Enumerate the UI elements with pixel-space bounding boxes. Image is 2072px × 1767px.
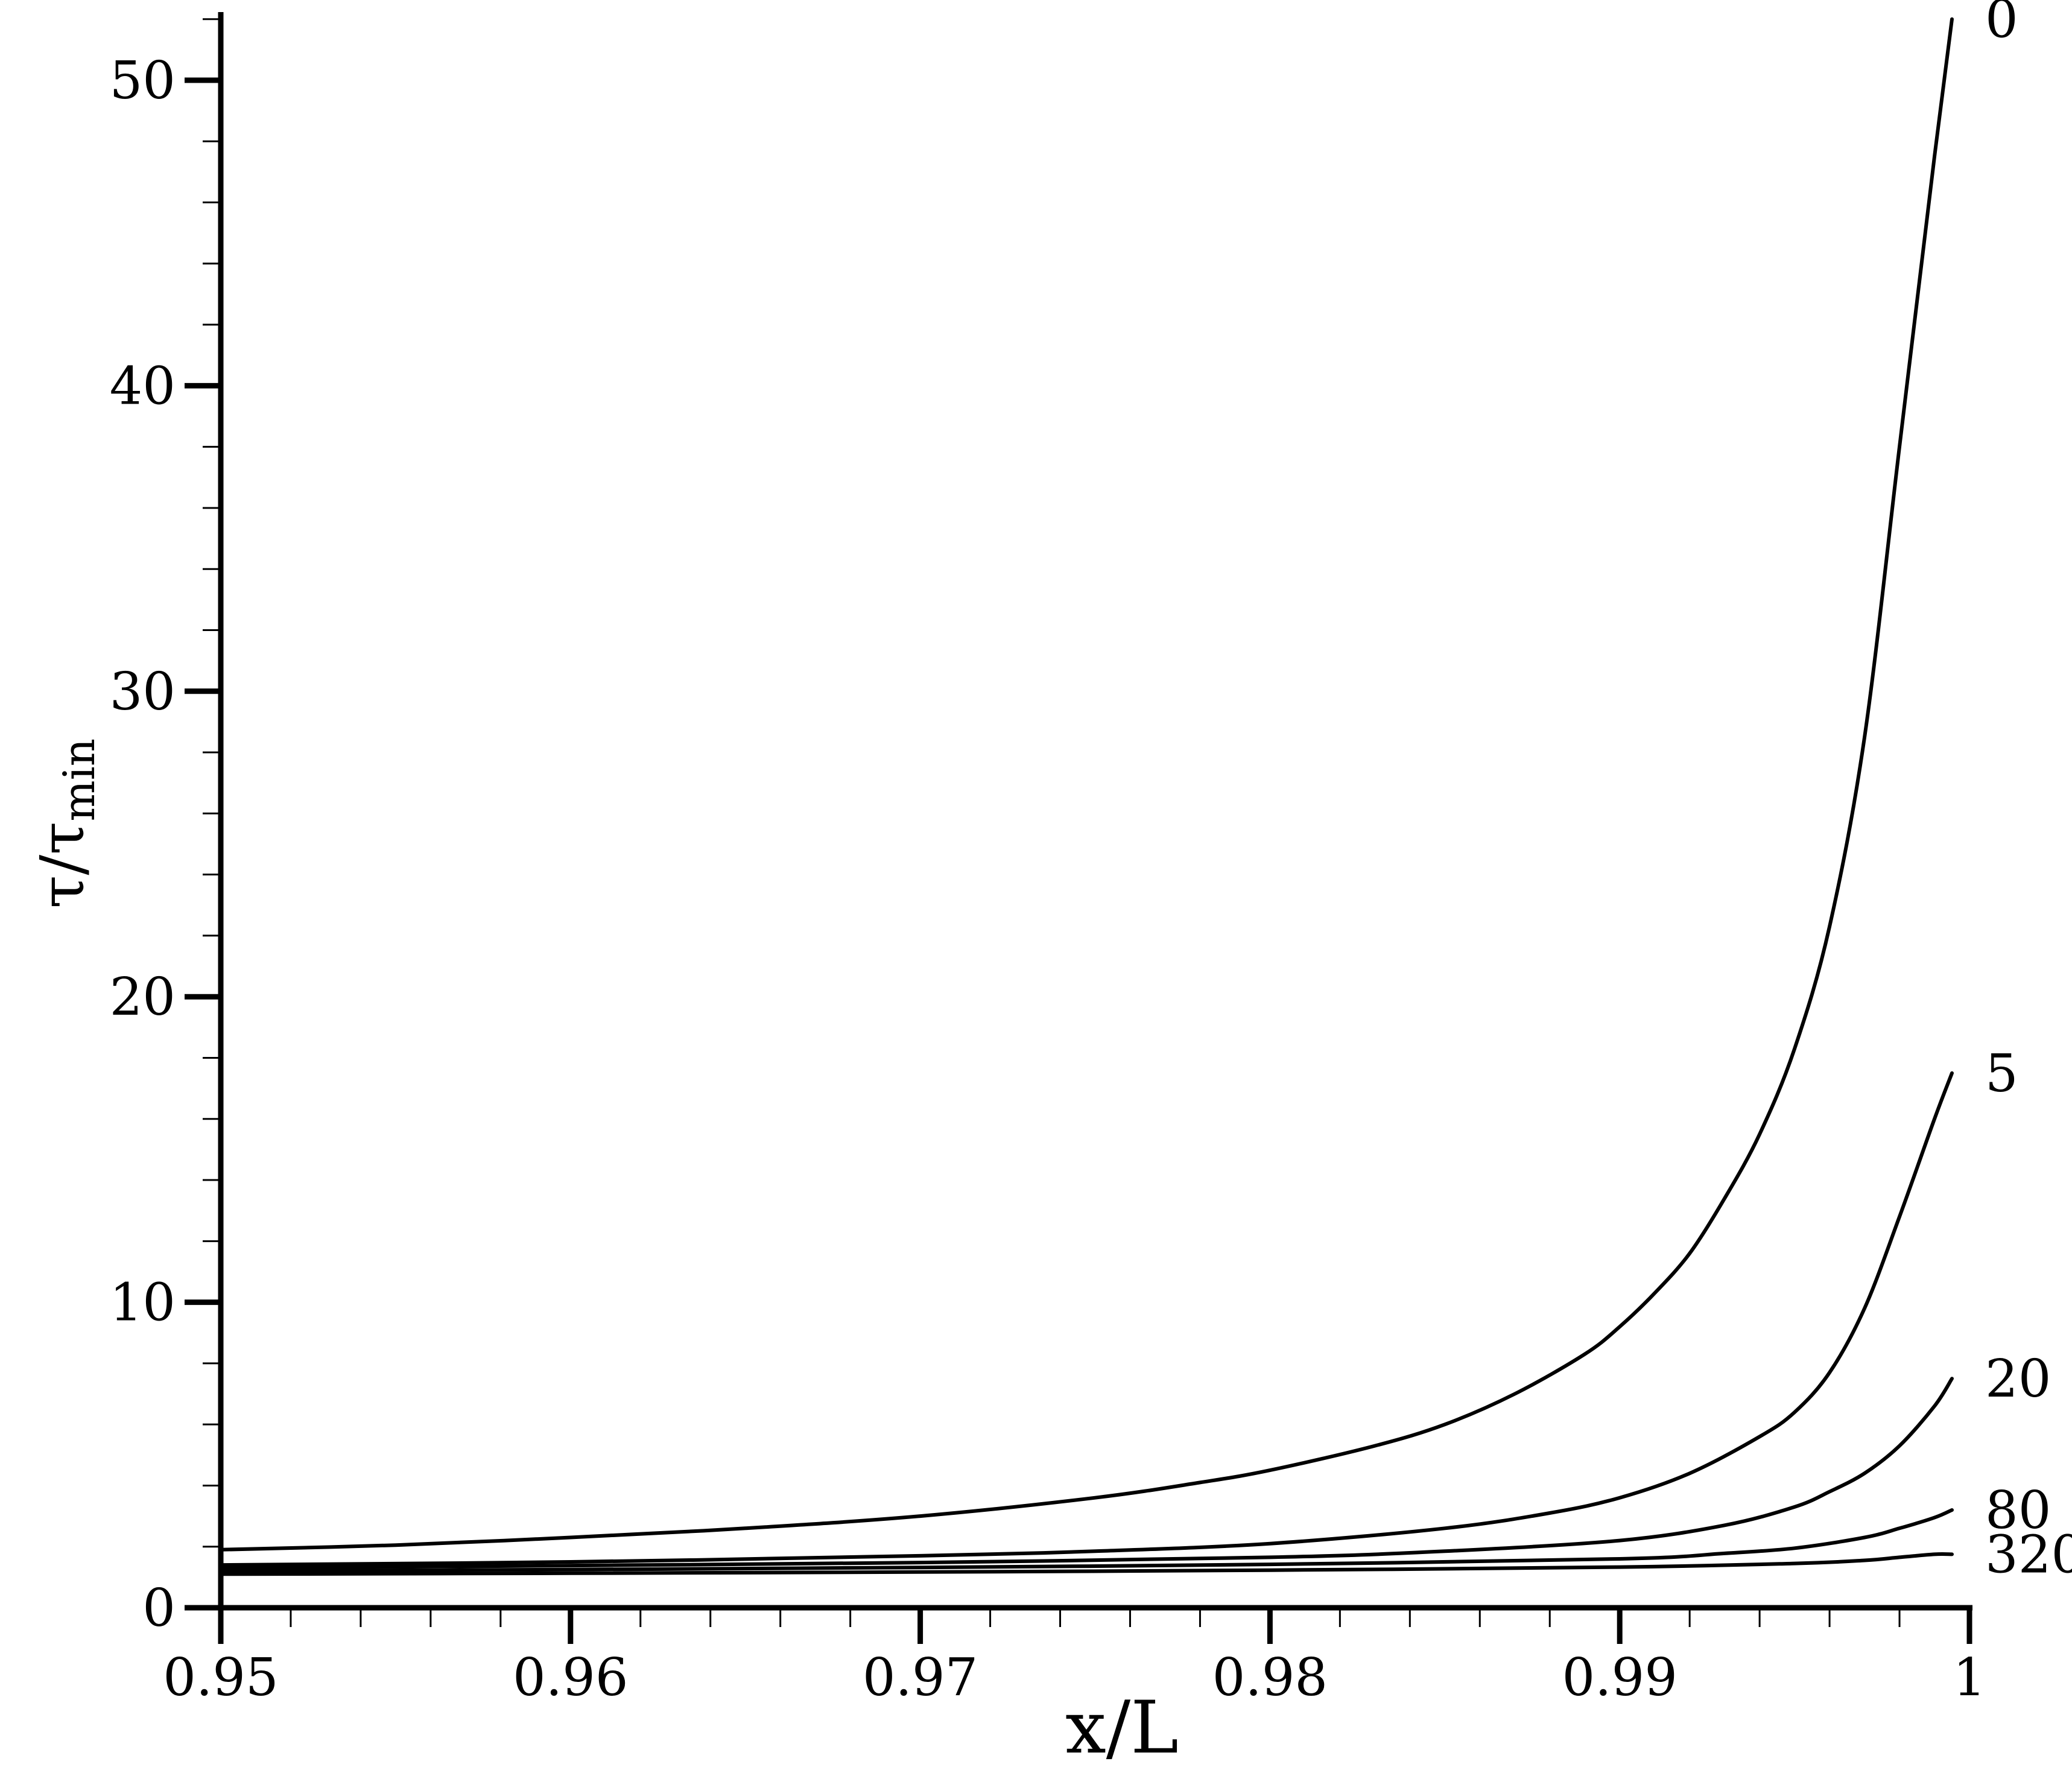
x-tick-label: 0.98 <box>1212 1648 1328 1708</box>
x-tick-label: 1 <box>1953 1648 1986 1708</box>
series-label-320: 320 <box>1985 1524 2072 1585</box>
y-tick-label: 0 <box>142 1578 176 1639</box>
series-label-20: 20 <box>1985 1349 2051 1409</box>
y-axis-title-main: τ/τ <box>27 822 98 909</box>
y-tick-label: 30 <box>110 662 176 722</box>
y-tick-label: 50 <box>110 51 176 111</box>
tick-labels: 0 10 20 30 40 50 0.95 0.96 0.97 0.98 0.99 1 <box>110 51 1986 1708</box>
x-tick-label: 0.99 <box>1562 1648 1677 1708</box>
y-tick-label: 40 <box>110 356 176 416</box>
y-tick-label: 10 <box>110 1273 176 1333</box>
x-axis-title: x/L <box>1065 1686 1179 1767</box>
series-line-20 <box>219 1377 1954 1570</box>
series-lines <box>219 17 1954 1576</box>
y-axis-title-sub: min <box>54 738 104 822</box>
series-line-80 <box>219 1508 1954 1573</box>
series-line-320 <box>219 1552 1954 1576</box>
series-label-80: 80 <box>1985 1480 2051 1541</box>
x-tick-label: 0.95 <box>163 1648 278 1708</box>
major-ticks <box>185 77 1972 1644</box>
series-label-5: 5 <box>1985 1044 2018 1104</box>
y-tick-label: 20 <box>110 967 176 1027</box>
series-label-0: 0 <box>1985 0 2018 50</box>
x-tick-label: 0.96 <box>513 1648 628 1708</box>
y-axis-title: τ/τmin <box>27 738 104 909</box>
series-line-0 <box>219 17 1954 1552</box>
x-tick-label: 0.97 <box>863 1648 978 1708</box>
minor-ticks <box>203 18 1901 1627</box>
series-line-5 <box>219 1071 1954 1567</box>
